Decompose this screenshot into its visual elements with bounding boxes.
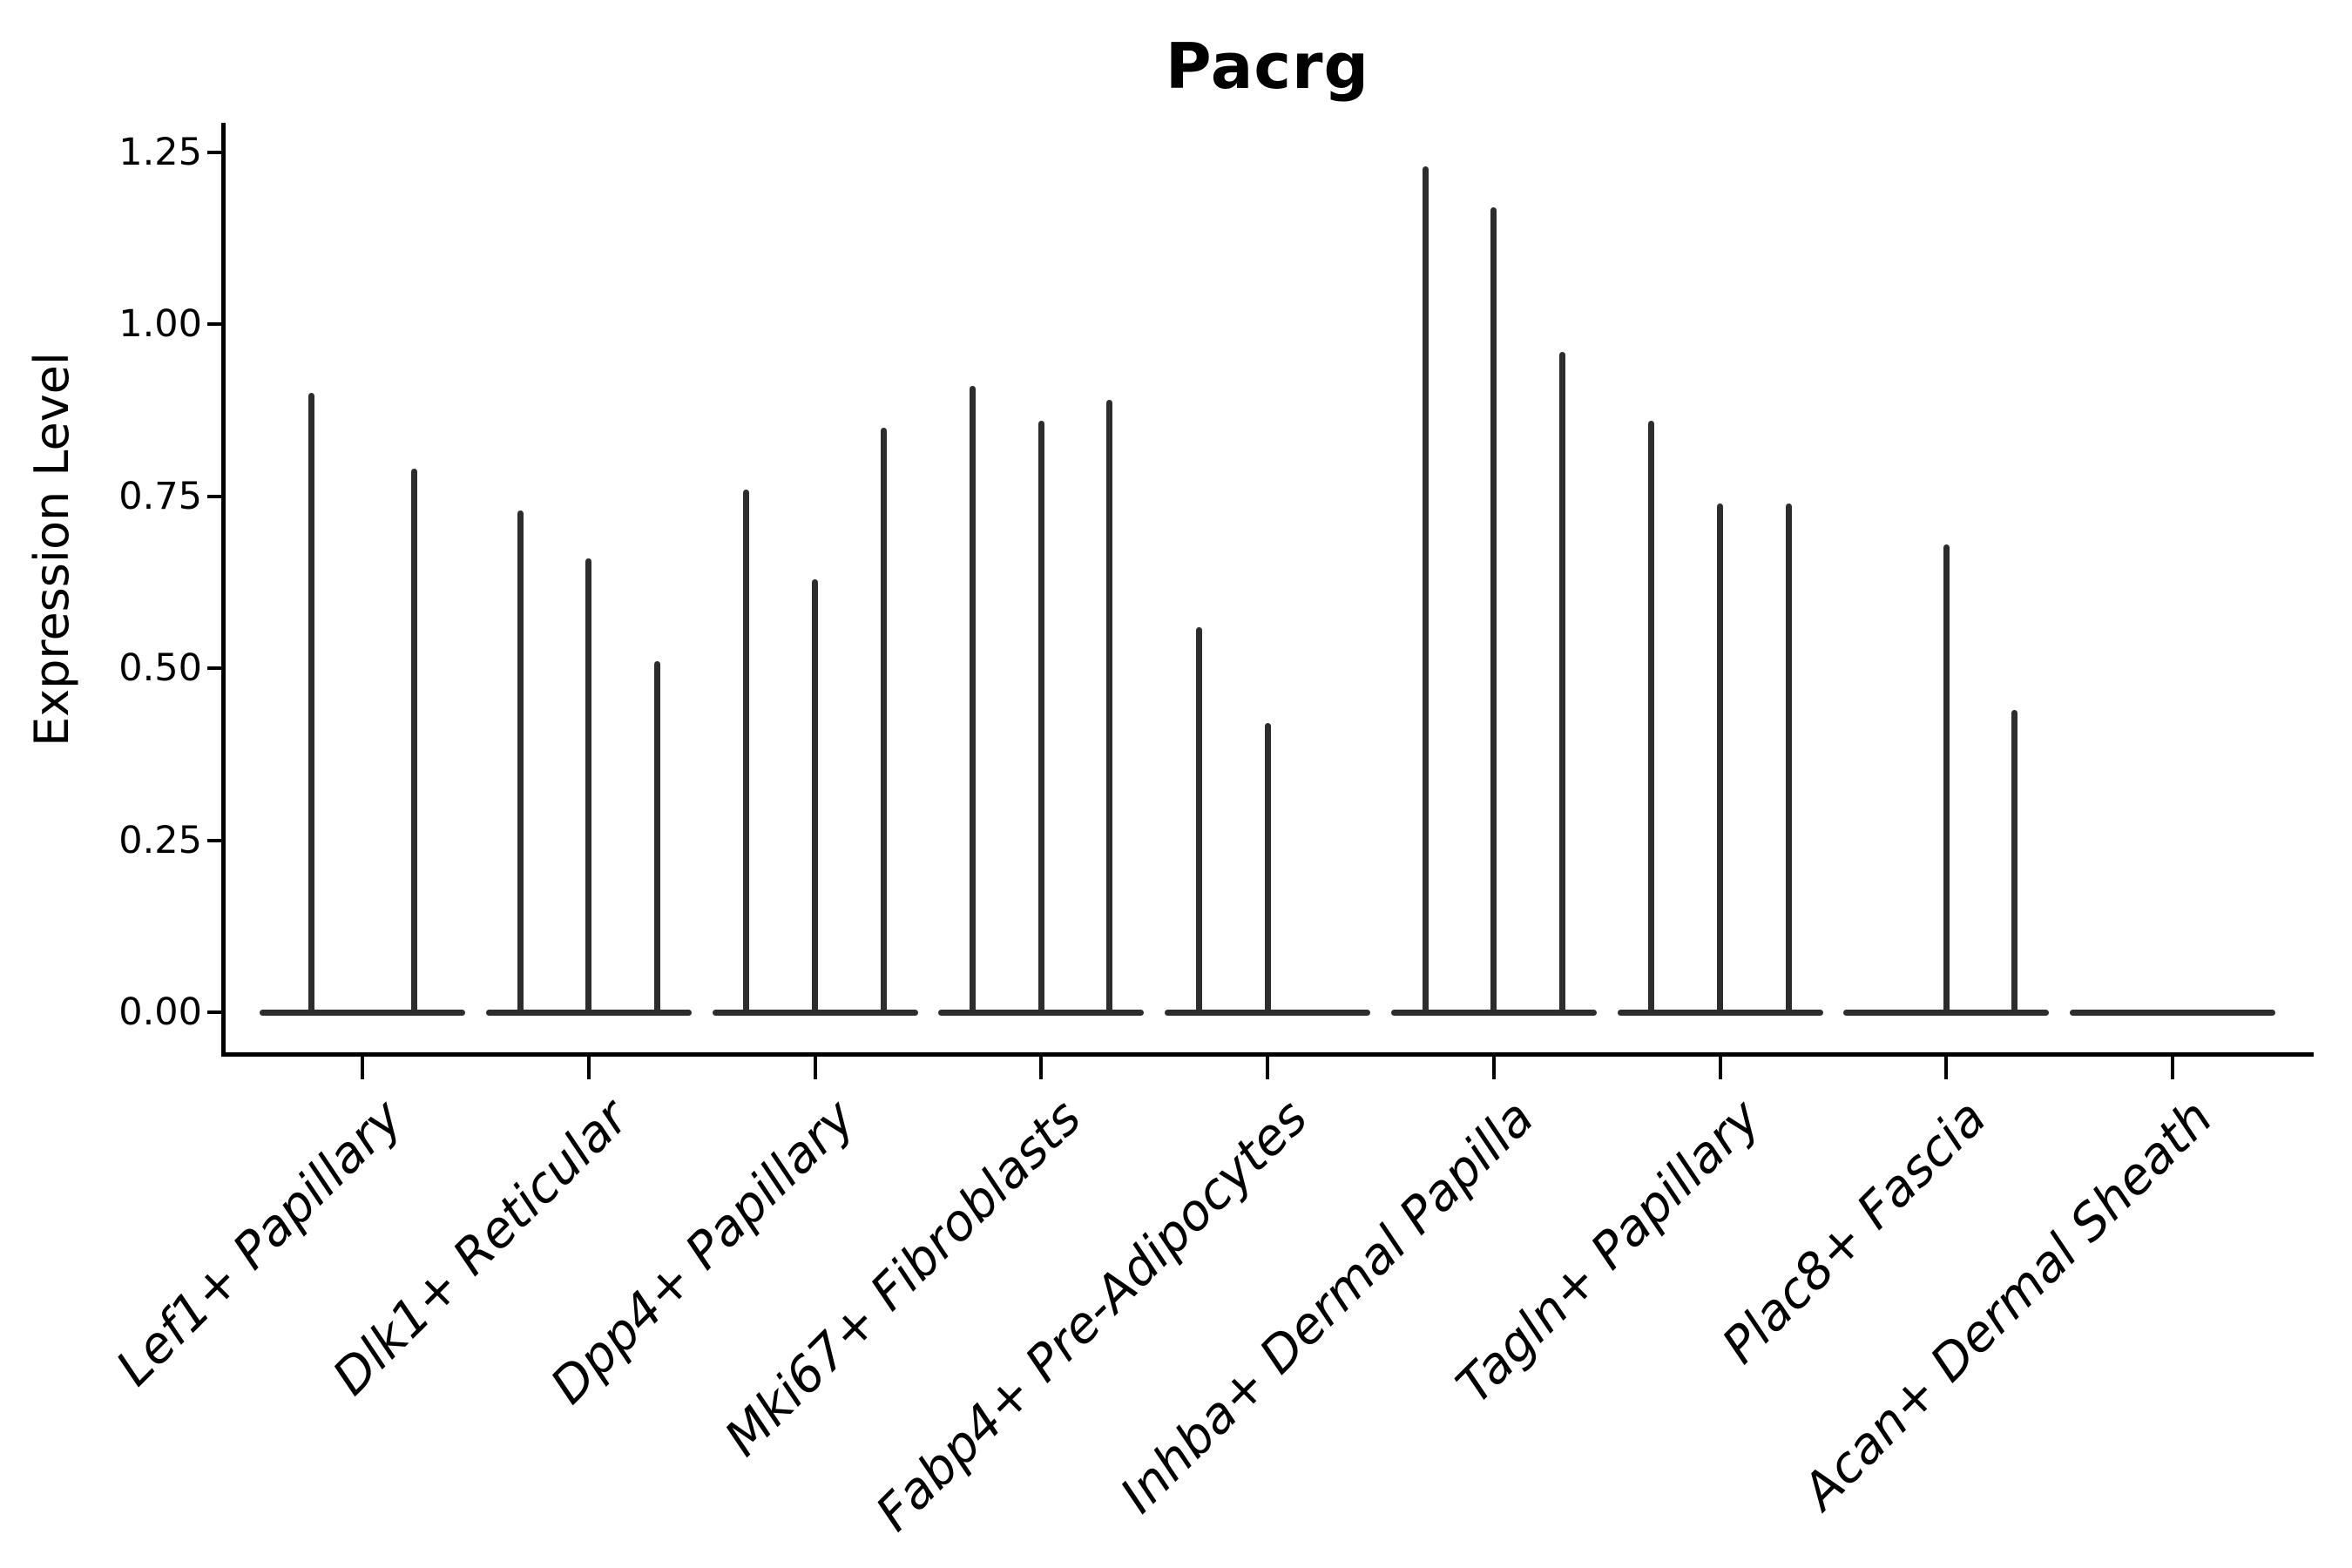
x-tick [1491,1057,1496,1079]
violin-baseline [2070,1010,2275,1016]
violin-baseline [260,1010,465,1016]
x-axis-spine [221,1052,2314,1057]
violin-spike [1785,503,1792,1012]
violin-spike [1717,503,1723,1012]
x-tick-label-text: Acan+ Dermal Sheath [1792,1089,2224,1521]
violin-spike [1648,420,1655,1012]
violin-spike [880,427,887,1012]
y-tick [207,838,221,842]
violin-spike [2011,709,2018,1012]
violin-spike [308,393,314,1012]
y-axis-title: Expression Level [12,196,91,902]
violin-baseline [938,1010,1145,1016]
violin-spike [517,510,524,1012]
violin-spike [1490,207,1497,1012]
y-tick-label: 1.00 [118,302,202,347]
x-tick [1039,1057,1044,1079]
y-tick-label: 0.75 [118,474,202,518]
x-tick [1944,1057,1949,1079]
y-tick [207,151,221,154]
violin-spike [1106,400,1113,1012]
y-tick [207,1010,221,1014]
violin-spike [1037,420,1044,1012]
x-tick [1266,1057,1269,1079]
violin-baseline [1165,1010,1370,1016]
violin-baseline [1843,1010,2050,1016]
y-tick-label: 0.50 [118,646,202,691]
plot-title: Pacrg [1165,30,1370,103]
violin-baseline [485,1010,692,1016]
y-tick-label: 0.25 [118,818,202,862]
violin-spike [410,469,417,1012]
y-tick-label: 0.00 [118,990,202,1034]
violin-spike [743,489,750,1012]
violin-spike [812,578,818,1012]
violin-spike [653,661,660,1012]
y-tick [207,494,221,498]
y-axis-spine [221,123,226,1057]
violin-baseline [1617,1010,1823,1016]
violin-spike [585,558,592,1012]
x-tick-label-text: Inhba+ Dermal Papilla [1109,1089,1545,1524]
violin-spike [970,386,977,1012]
x-tick [1718,1057,1722,1079]
x-tick [813,1057,817,1079]
violin-spike [1422,166,1429,1012]
violin-baseline [712,1010,918,1016]
violin-spike [1943,544,1950,1012]
x-tick-label-text: Fabp4+ Pre-Adipocytes [865,1089,1319,1543]
violin-baseline [1390,1010,1597,1016]
violin-spike [1558,351,1565,1012]
x-tick [2171,1057,2174,1079]
x-tick [361,1057,364,1079]
violin-spike [1195,626,1202,1012]
y-tick [207,322,221,327]
y-tick-label: 1.25 [118,131,202,174]
y-tick [207,666,221,671]
violin-spike [1264,723,1271,1012]
x-tick [586,1057,591,1079]
